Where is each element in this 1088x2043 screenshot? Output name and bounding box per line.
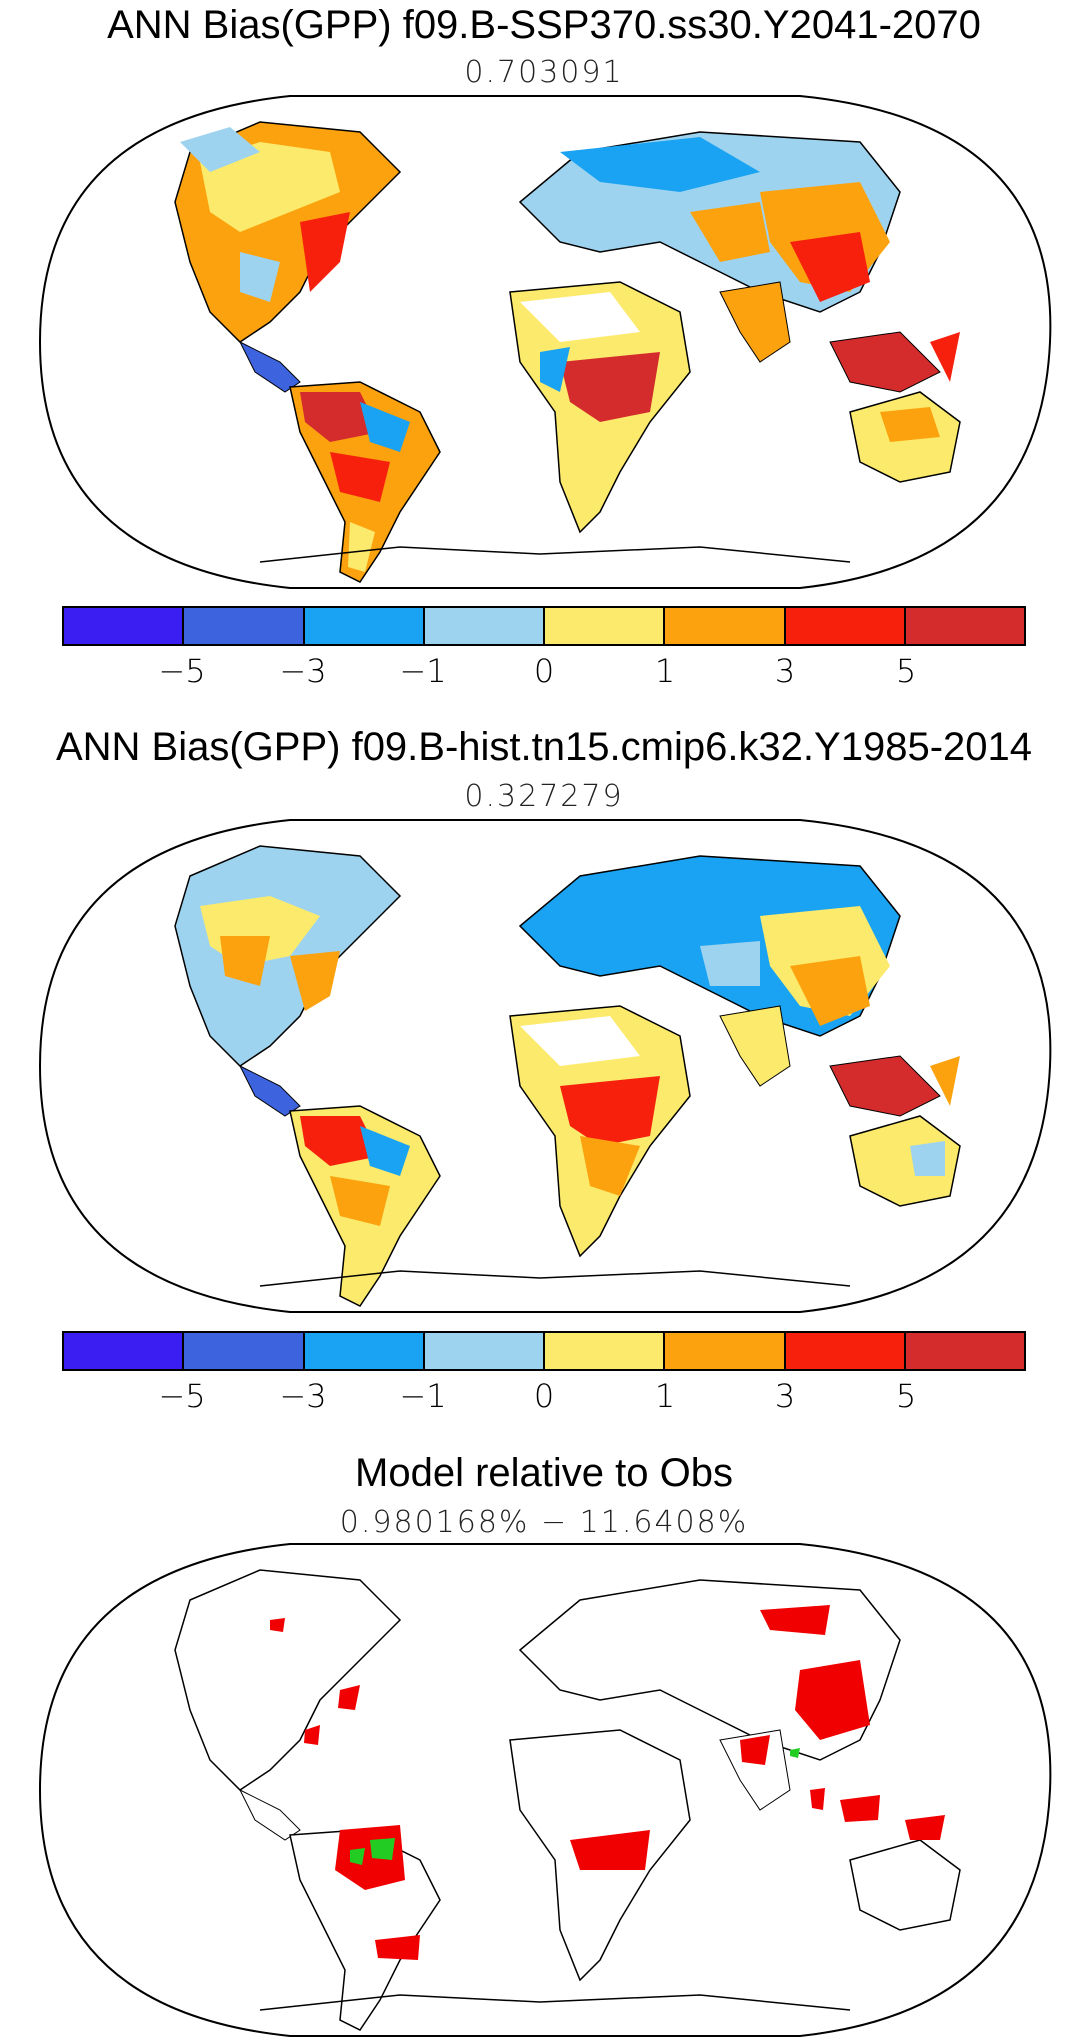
colorbar-tick: −3: [279, 1377, 327, 1415]
map-2: [38, 819, 1052, 1313]
region-worse: [570, 1830, 650, 1870]
colorbar-swatch: [665, 1333, 786, 1369]
map-3: [38, 1543, 1052, 2037]
north-america: [174, 1569, 402, 1791]
region-worse: [740, 1735, 770, 1765]
region-worse: [375, 1935, 420, 1960]
colorbar-swatch: [64, 608, 185, 644]
colorbar-tick: 5: [895, 652, 917, 690]
map-subtitle-3: 0.980168% − 11.6408%: [339, 1505, 749, 1540]
colorbar-swatch: [424, 608, 545, 644]
map-title-2: ANN Bias(GPP) f09.B-hist.tn15.cmip6.k32.…: [55, 725, 1033, 769]
region-worse: [810, 1788, 825, 1810]
colorbar-tick: −1: [399, 1377, 447, 1415]
colorbar-swatch: [64, 1333, 185, 1369]
colorbar-tick: 5: [895, 1377, 917, 1415]
map-title-3: Model relative to Obs: [355, 1451, 733, 1495]
colorbar-swatch: [665, 608, 786, 644]
colorbar-swatch: [545, 1333, 666, 1369]
colorbar-tick: 3: [774, 1377, 796, 1415]
colorbar-tick: 1: [654, 652, 676, 690]
region-worse: [270, 1618, 285, 1632]
colorbar-1: [62, 606, 1026, 646]
colorbar-tick: −3: [279, 652, 327, 690]
region-worse: [905, 1815, 945, 1840]
colorbar-tick: 1: [654, 1377, 676, 1415]
colorbar-tick: −5: [158, 1377, 206, 1415]
colorbar-swatch: [304, 608, 425, 644]
colorbar-ticks-1: −5 −3 −1 0 1 3 5: [0, 652, 1088, 692]
colorbar-swatch: [785, 1333, 906, 1369]
region-better: [350, 1848, 365, 1865]
map-subtitle-1: 0.703091: [464, 55, 624, 90]
map-1: [38, 95, 1052, 589]
region-worse: [338, 1685, 360, 1710]
colorbar-2: [62, 1331, 1026, 1371]
colorbar-tick: 0: [533, 1377, 555, 1415]
map-subtitle-2: 0.327279: [464, 779, 624, 814]
region-worse: [840, 1795, 880, 1822]
colorbar-tick: 0: [533, 652, 555, 690]
colorbar-tick: −1: [399, 652, 447, 690]
colorbar-swatch: [184, 1333, 305, 1369]
colorbar-swatch: [545, 608, 666, 644]
colorbar-tick: 3: [774, 652, 796, 690]
colorbar-swatch: [424, 1333, 545, 1369]
colorbar-swatch: [304, 1333, 425, 1369]
region-better: [370, 1838, 395, 1860]
region-better: [790, 1748, 800, 1758]
colorbar-swatch: [184, 608, 305, 644]
region-worse: [760, 1605, 830, 1635]
colorbar-swatch: [905, 1333, 1024, 1369]
australia: [849, 1115, 961, 1207]
colorbar-ticks-2: −5 −3 −1 0 1 3 5: [0, 1377, 1088, 1417]
colorbar-swatch: [785, 608, 906, 644]
colorbar-swatch: [905, 608, 1024, 644]
map-title-1: ANN Bias(GPP) f09.B-SSP370.ss30.Y2041-20…: [107, 3, 981, 47]
region-worse: [304, 1725, 320, 1745]
region-worse: [795, 1660, 870, 1740]
colorbar-tick: −5: [158, 652, 206, 690]
